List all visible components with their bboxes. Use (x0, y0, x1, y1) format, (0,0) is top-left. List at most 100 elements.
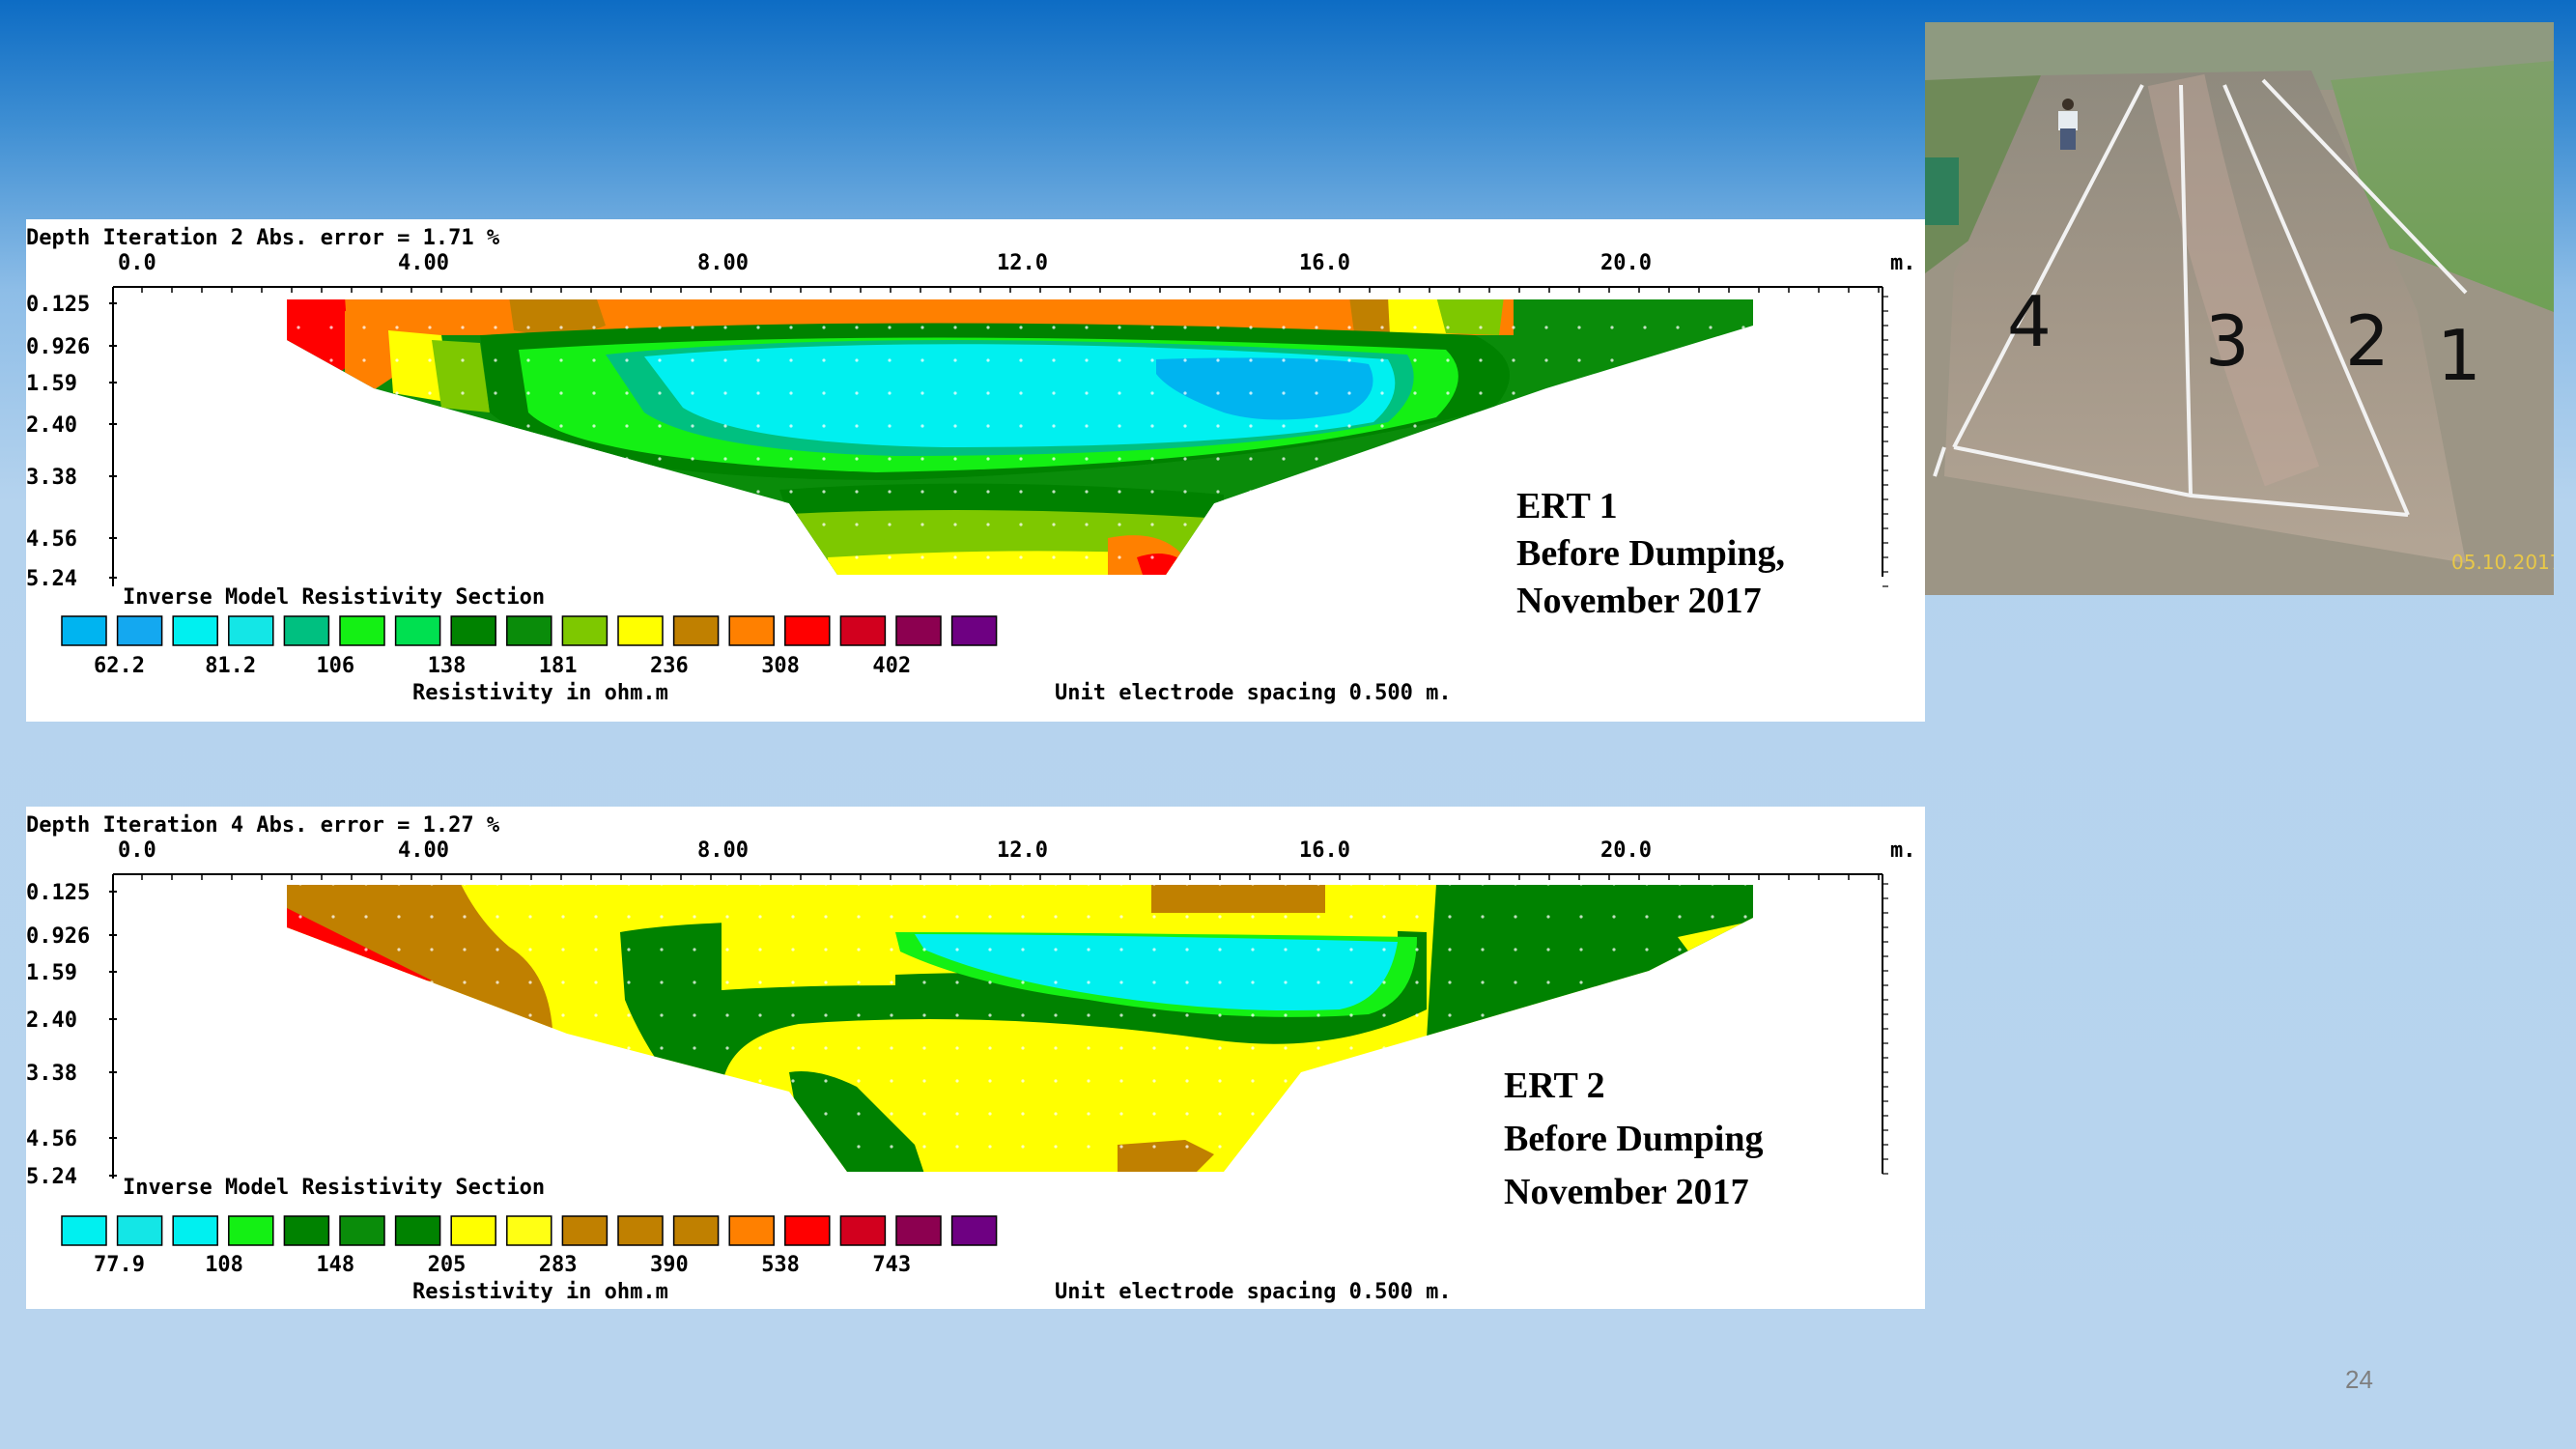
depth-tick-label: 2.40 (26, 413, 77, 438)
x-tick-label: 8.00 (697, 838, 749, 863)
legend-swatch (784, 1215, 831, 1246)
legend-swatch (61, 615, 107, 646)
depth-tick-label: 5.24 (26, 567, 77, 591)
legend-swatch (950, 615, 998, 646)
electrode-spacing: Unit electrode spacing 0.500 m. (1055, 1280, 1452, 1304)
x-tick-label: 12.0 (997, 838, 1048, 863)
legend-swatch (61, 1215, 107, 1246)
x-axis-ticks: 0.0 4.00 8.00 12.0 16.0 20.0 m. (118, 838, 1916, 863)
legend-values: 62.2 81.2 106 138 181 236 308 402 (94, 654, 911, 678)
x-tick-label: 16.0 (1299, 251, 1350, 275)
ert1-section-figure: Depth Iteration 2 Abs. error = 1.71 % 0.… (26, 226, 1916, 705)
depth-tick-label: 3.38 (26, 1062, 77, 1086)
x-tick-label: 20.0 (1600, 251, 1652, 275)
legend-value: 181 (539, 654, 578, 678)
strip-label-4: 4 (2007, 281, 2052, 362)
legend-swatch (339, 615, 385, 646)
ert-date: November 2017 (1504, 1172, 1749, 1212)
legend-swatch (617, 615, 664, 646)
ert-date: November 2017 (1516, 581, 1762, 621)
depth-tick-label: 0.926 (26, 924, 90, 949)
x-tick-label: 0.0 (118, 251, 156, 275)
legend-swatch (784, 615, 831, 646)
x-tick-label: 4.00 (398, 838, 449, 863)
survey-lines (1933, 78, 2468, 517)
ert2-panel: Depth Iteration 4 Abs. error = 1.27 % 0.… (26, 807, 1925, 1309)
legend-swatch (172, 1215, 218, 1246)
x-tick-label: 16.0 (1299, 838, 1350, 863)
depth-tick-label: 1.59 (26, 372, 77, 396)
legend-value: 308 (761, 654, 800, 678)
ert-subtitle: Before Dumping (1504, 1119, 1763, 1159)
legend-swatch (839, 615, 887, 646)
legend-value: 77.9 (94, 1253, 145, 1277)
depth-axis-ticks: 0.125 0.926 1.59 2.40 3.38 4.56 5.24 (26, 293, 117, 591)
legend-swatch (561, 1215, 609, 1246)
legend-swatch (950, 1215, 998, 1246)
resistivity-pseudosection (287, 299, 1753, 575)
legend-value: 236 (650, 654, 689, 678)
photo-timestamp: 05.10.2017 (2451, 551, 2554, 574)
depth-tick-label: 2.40 (26, 1009, 77, 1033)
x-tick-label: 12.0 (997, 251, 1048, 275)
legend-swatch (283, 615, 330, 646)
legend-unit: Resistivity in ohm.m (412, 681, 668, 705)
legend-swatch (728, 1215, 775, 1246)
x-unit-label: m. (1890, 838, 1916, 863)
x-axis-minor-ticks (141, 874, 1888, 1175)
plot-ground (1944, 71, 2466, 563)
legend-swatch (228, 615, 274, 646)
page-number: 24 (2345, 1365, 2373, 1394)
x-tick-label: 0.0 (118, 838, 156, 863)
legend-value: 538 (761, 1253, 800, 1277)
legend-value: 106 (316, 654, 354, 678)
grass-area (2331, 61, 2554, 312)
depth-tick-label: 3.38 (26, 466, 77, 490)
equipment-box (1925, 157, 1959, 225)
depth-tick-label: 5.24 (26, 1165, 77, 1189)
person-figure (2058, 99, 2078, 150)
ert1-panel: Depth Iteration 2 Abs. error = 1.71 % 0.… (26, 219, 1925, 722)
legend-value: 138 (428, 654, 467, 678)
legend-swatch (116, 1215, 163, 1246)
legend-swatch (506, 1215, 552, 1246)
strip-label-1: 1 (2437, 315, 2481, 396)
legend-swatch (450, 615, 496, 646)
legend-value: 108 (205, 1253, 243, 1277)
legend-swatch (116, 615, 163, 646)
x-axis-ticks: 0.0 4.00 8.00 12.0 16.0 20.0 m. (118, 251, 1916, 275)
legend-swatch (895, 1215, 942, 1246)
section-title: Inverse Model Resistivity Section (123, 585, 545, 610)
legend-swatch (283, 1215, 330, 1246)
legend-value: 81.2 (205, 654, 256, 678)
depth-tick-label: 0.125 (26, 881, 90, 905)
legend-swatch (839, 1215, 887, 1246)
legend-values: 77.9 108 148 205 283 390 538 743 (94, 1253, 911, 1277)
depth-tick-label: 0.926 (26, 335, 90, 359)
legend-swatch (228, 1215, 274, 1246)
legend-value: 62.2 (94, 654, 145, 678)
strip-label-2: 2 (2345, 300, 2390, 382)
depth-tick-label: 4.56 (26, 527, 77, 552)
legend-swatch (561, 615, 609, 646)
legend-value: 402 (872, 654, 911, 678)
legend-swatch (895, 615, 942, 646)
legend-swatch (672, 615, 720, 646)
legend-unit: Resistivity in ohm.m (412, 1280, 668, 1304)
ert-subtitle: Before Dumping, (1516, 533, 1785, 574)
legend-value: 148 (316, 1253, 354, 1277)
legend-swatch (728, 615, 775, 646)
legend-swatch (339, 1215, 385, 1246)
section-header: Depth Iteration 4 Abs. error = 1.27 % (26, 813, 500, 838)
color-legend (61, 1215, 998, 1246)
legend-value: 390 (650, 1253, 689, 1277)
ert2-section-figure: Depth Iteration 4 Abs. error = 1.27 % 0.… (26, 813, 1916, 1304)
color-legend (61, 615, 998, 646)
strip-labels: 4 3 2 1 (2007, 281, 2481, 396)
legend-swatch (672, 1215, 720, 1246)
x-axis-minor-ticks (141, 287, 1888, 587)
x-tick-label: 4.00 (398, 251, 449, 275)
legend-swatch (506, 615, 552, 646)
legend-swatch (172, 615, 218, 646)
legend-swatch (394, 615, 441, 646)
